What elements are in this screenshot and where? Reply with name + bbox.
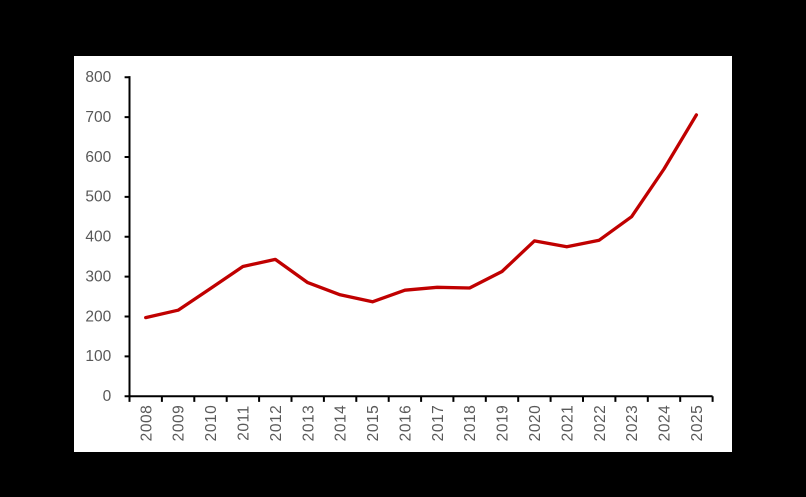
svg-text:2018: 2018	[462, 405, 479, 442]
svg-text:400: 400	[85, 229, 111, 246]
svg-text:2024: 2024	[657, 405, 674, 442]
svg-text:500: 500	[85, 189, 111, 206]
svg-text:2014: 2014	[333, 405, 350, 442]
svg-text:600: 600	[85, 149, 111, 166]
svg-text:2015: 2015	[365, 405, 382, 442]
svg-text:2013: 2013	[300, 405, 317, 442]
svg-text:2009: 2009	[171, 405, 188, 442]
svg-text:2019: 2019	[495, 405, 512, 442]
svg-text:100: 100	[85, 348, 111, 365]
svg-text:2020: 2020	[527, 405, 544, 442]
svg-text:2012: 2012	[268, 405, 285, 442]
svg-text:300: 300	[85, 268, 111, 285]
svg-text:0: 0	[103, 388, 112, 405]
svg-text:2025: 2025	[689, 405, 706, 442]
svg-text:2022: 2022	[592, 405, 609, 442]
svg-text:2017: 2017	[430, 405, 447, 442]
svg-text:2010: 2010	[203, 405, 220, 442]
svg-text:200: 200	[85, 308, 111, 325]
svg-text:2021: 2021	[559, 405, 576, 442]
svg-text:800: 800	[85, 69, 111, 86]
svg-text:2023: 2023	[624, 405, 641, 442]
svg-text:2011: 2011	[235, 405, 252, 441]
svg-text:2008: 2008	[138, 405, 155, 442]
svg-text:2016: 2016	[397, 405, 414, 442]
svg-text:700: 700	[85, 109, 111, 126]
